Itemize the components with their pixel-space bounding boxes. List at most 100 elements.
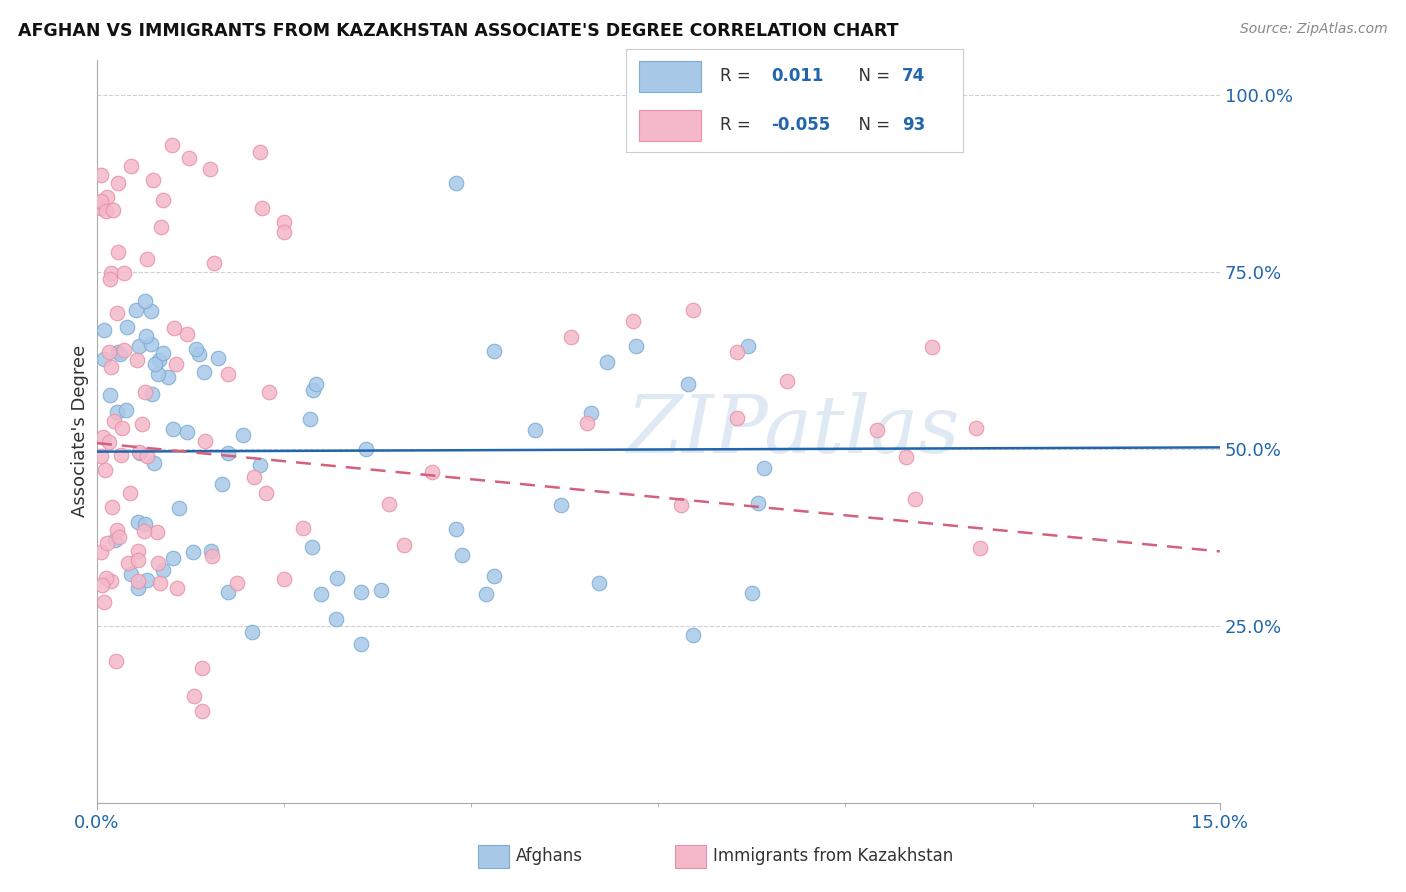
Text: N =: N = <box>848 67 896 85</box>
Y-axis label: Associate's Degree: Associate's Degree <box>72 345 89 517</box>
Point <box>127 515 149 529</box>
Point <box>301 540 323 554</box>
Point <box>143 357 166 371</box>
Point <box>725 410 748 425</box>
Point <box>201 549 224 564</box>
Point <box>90 545 112 559</box>
Point <box>107 405 129 419</box>
Point <box>136 252 159 266</box>
Point <box>139 304 162 318</box>
Point <box>105 523 128 537</box>
Point <box>217 585 239 599</box>
Point <box>127 353 149 368</box>
Point <box>94 462 117 476</box>
Point <box>904 492 927 507</box>
Point <box>682 628 704 642</box>
Point <box>624 339 647 353</box>
Point <box>117 556 139 570</box>
Point <box>98 272 121 286</box>
Point <box>575 416 598 430</box>
Point <box>160 137 183 152</box>
Point <box>127 553 149 567</box>
Point <box>118 486 141 500</box>
Point <box>207 351 229 365</box>
Point <box>579 406 602 420</box>
Point <box>96 536 118 550</box>
Point <box>146 367 169 381</box>
Point <box>188 346 211 360</box>
Point <box>110 449 132 463</box>
Point <box>560 330 582 344</box>
Point <box>524 424 547 438</box>
Point <box>482 569 505 583</box>
Point <box>90 201 112 215</box>
Point <box>107 176 129 190</box>
Point <box>475 587 498 601</box>
Point <box>105 306 128 320</box>
Point <box>98 387 121 401</box>
Point <box>190 704 212 718</box>
Point <box>162 550 184 565</box>
Point <box>132 524 155 539</box>
Point <box>100 266 122 280</box>
Point <box>444 177 467 191</box>
Point <box>127 581 149 595</box>
Point <box>254 485 277 500</box>
Bar <box>640 110 700 141</box>
Point <box>148 556 170 570</box>
Point <box>232 428 254 442</box>
Point <box>93 595 115 609</box>
Point <box>678 376 700 391</box>
Point <box>202 256 225 270</box>
Point <box>179 151 201 165</box>
Text: Immigrants from Kazakhstan: Immigrants from Kazakhstan <box>713 847 953 865</box>
Point <box>134 516 156 531</box>
Point <box>128 445 150 459</box>
Point <box>186 342 208 356</box>
Point <box>96 190 118 204</box>
Text: -0.055: -0.055 <box>770 116 830 134</box>
Point <box>90 168 112 182</box>
Point <box>225 575 247 590</box>
Point <box>354 442 377 456</box>
Point <box>165 357 187 371</box>
Point <box>136 449 159 463</box>
Point <box>93 351 115 366</box>
Point <box>104 533 127 547</box>
Point <box>152 346 174 360</box>
Point <box>142 172 165 186</box>
Point <box>588 575 610 590</box>
Point <box>181 545 204 559</box>
Point <box>100 360 122 375</box>
Point <box>107 345 129 359</box>
Point <box>725 345 748 359</box>
Point <box>969 541 991 555</box>
Point <box>150 219 173 234</box>
Point <box>120 566 142 581</box>
Point <box>139 337 162 351</box>
Point <box>866 423 889 437</box>
Text: AFGHAN VS IMMIGRANTS FROM KAZAKHSTAN ASSOCIATE'S DEGREE CORRELATION CHART: AFGHAN VS IMMIGRANTS FROM KAZAKHSTAN ASS… <box>18 22 898 40</box>
Point <box>550 499 572 513</box>
Point <box>107 245 129 260</box>
Point <box>305 376 328 391</box>
Point <box>211 477 233 491</box>
Point <box>120 159 142 173</box>
Point <box>162 422 184 436</box>
Point <box>141 387 163 401</box>
Point <box>90 194 112 209</box>
Point <box>249 145 271 159</box>
Point <box>370 583 392 598</box>
Point <box>273 215 295 229</box>
Point <box>450 549 472 563</box>
Point <box>125 303 148 318</box>
Point <box>596 354 619 368</box>
Point <box>250 201 273 215</box>
Point <box>444 522 467 536</box>
Text: R =: R = <box>720 67 756 85</box>
Point <box>217 445 239 459</box>
Point <box>97 435 120 450</box>
Point <box>104 654 127 668</box>
Point <box>111 421 134 435</box>
Point <box>737 339 759 353</box>
